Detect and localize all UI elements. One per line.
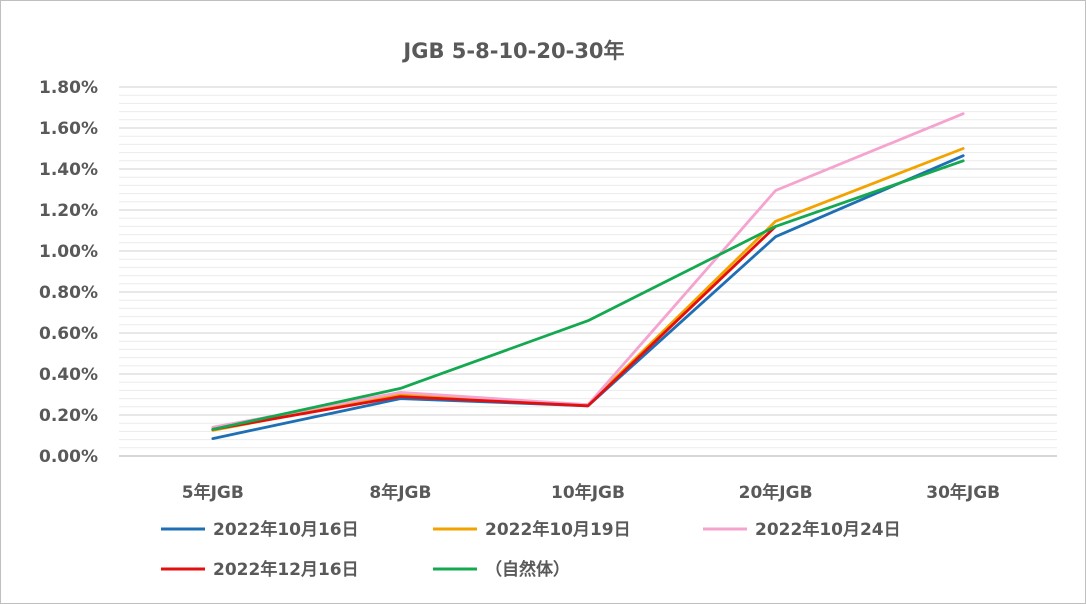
x-tick-label: 10年JGB — [551, 482, 625, 503]
legend-label: 2022年12月16日 — [213, 559, 359, 580]
y-tick-label: 0.40% — [39, 365, 98, 385]
y-tick-label: 1.60% — [39, 119, 98, 139]
series-lines — [211, 112, 965, 440]
series-line — [211, 154, 965, 440]
y-axis-tick-labels: 0.00% 0.20% 0.40% 0.60% 0.80% 1.00% 1.20% 1.40%… — [39, 78, 98, 467]
x-tick-label: 20年JGB — [739, 482, 813, 503]
series-line — [211, 159, 965, 431]
y-tick-label: 1.40% — [39, 160, 98, 180]
chart-title: JGB 5-8-10-20-30年 — [401, 39, 624, 63]
legend-label: 2022年10月19日 — [485, 519, 631, 540]
x-tick-label: 5年JGB — [182, 482, 244, 503]
y-tick-label: 0.20% — [39, 406, 98, 426]
x-axis-tick-labels: 5年JGB 8年JGB 10年JGB 20年JGB 30年JGB — [182, 482, 1000, 503]
series-line — [211, 225, 777, 431]
y-tick-label: 1.20% — [39, 201, 98, 221]
legend: 2022年10月16日 2022年10月19日 2022年10月24日 2022年12… — [161, 519, 901, 580]
legend-label: 2022年10月16日 — [213, 519, 359, 540]
y-tick-label: 1.80% — [39, 78, 98, 98]
legend-label: （自然体） — [485, 559, 570, 580]
gridlines — [119, 86, 1057, 457]
y-tick-label: 0.00% — [39, 447, 98, 467]
y-tick-label: 0.80% — [39, 283, 98, 303]
legend-label: 2022年10月24日 — [755, 519, 901, 540]
x-tick-label: 30年JGB — [926, 482, 1000, 503]
y-tick-label: 1.00% — [39, 242, 98, 262]
x-tick-label: 8年JGB — [369, 482, 431, 503]
series-line — [211, 147, 965, 432]
y-tick-label: 0.60% — [39, 324, 98, 344]
